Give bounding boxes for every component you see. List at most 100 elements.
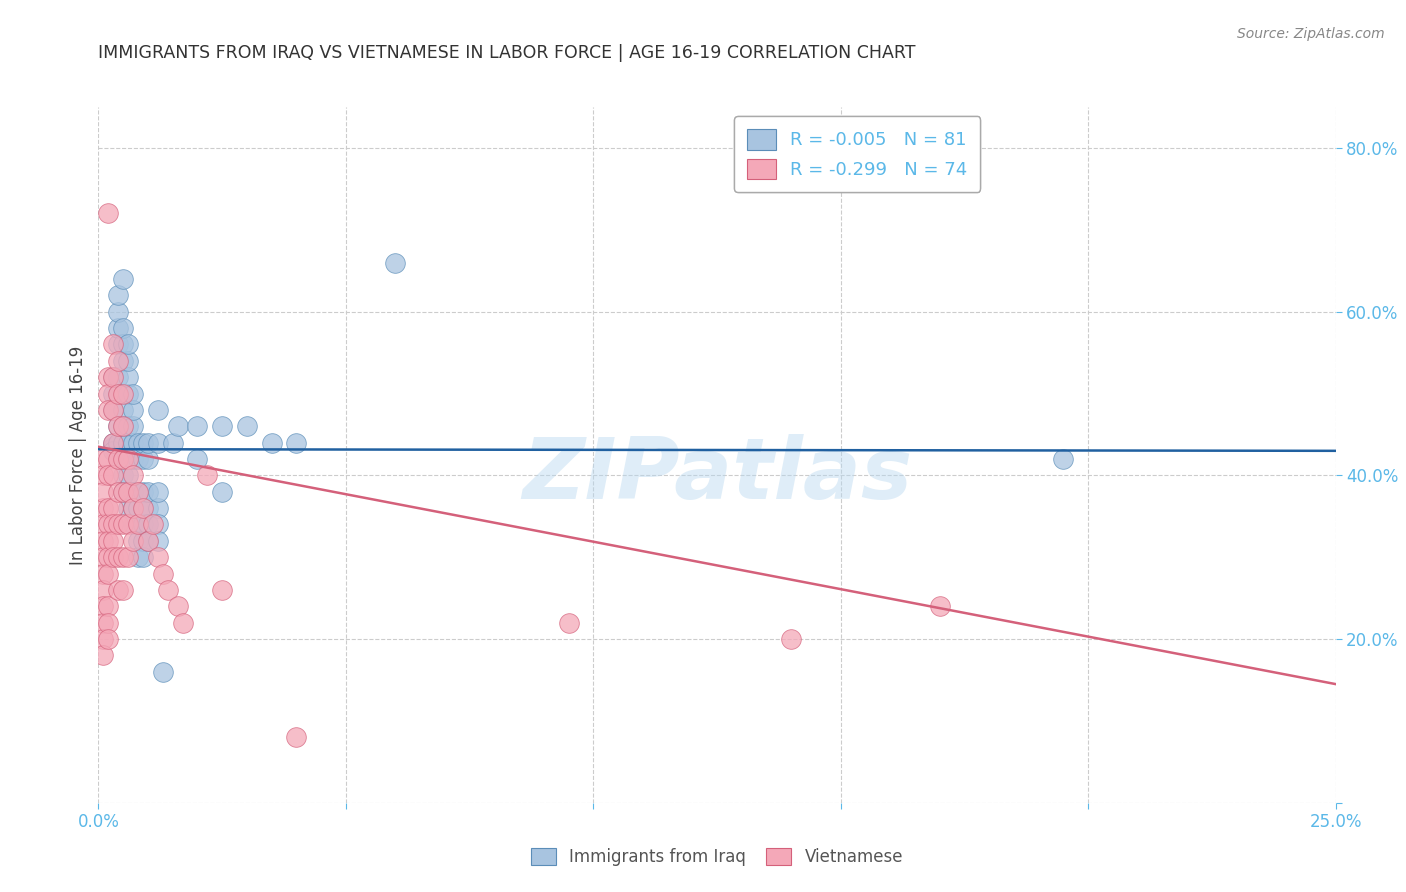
Point bbox=[107, 370, 129, 384]
Point bbox=[132, 533, 155, 548]
Point bbox=[112, 321, 135, 335]
Point bbox=[103, 440, 125, 454]
Text: Source: ZipAtlas.com: Source: ZipAtlas.com bbox=[1237, 27, 1385, 41]
Point bbox=[107, 386, 129, 401]
Point bbox=[557, 615, 579, 630]
Point bbox=[93, 533, 115, 548]
Point bbox=[136, 484, 159, 499]
Point bbox=[117, 452, 139, 467]
Point bbox=[112, 337, 135, 351]
Point bbox=[122, 517, 145, 532]
Point bbox=[93, 468, 115, 483]
Point bbox=[93, 501, 115, 516]
Point bbox=[97, 501, 120, 516]
Point bbox=[211, 582, 233, 597]
Y-axis label: In Labor Force | Age 16-19: In Labor Force | Age 16-19 bbox=[69, 345, 87, 565]
Point bbox=[132, 484, 155, 499]
Point bbox=[97, 615, 120, 630]
Point bbox=[384, 255, 406, 269]
Point bbox=[107, 517, 129, 532]
Point bbox=[136, 533, 159, 548]
Point bbox=[107, 550, 129, 565]
Point bbox=[93, 566, 115, 581]
Point bbox=[97, 403, 120, 417]
Point bbox=[136, 533, 159, 548]
Point bbox=[127, 533, 149, 548]
Point bbox=[146, 517, 169, 532]
Point bbox=[112, 403, 135, 417]
Point bbox=[97, 370, 120, 384]
Point bbox=[117, 419, 139, 434]
Point bbox=[107, 419, 129, 434]
Point bbox=[107, 321, 129, 335]
Point bbox=[97, 550, 120, 565]
Point bbox=[117, 435, 139, 450]
Point bbox=[112, 582, 135, 597]
Point bbox=[122, 403, 145, 417]
Point bbox=[136, 517, 159, 532]
Point bbox=[107, 419, 129, 434]
Point bbox=[107, 452, 129, 467]
Point bbox=[122, 435, 145, 450]
Point bbox=[132, 501, 155, 516]
Point bbox=[103, 435, 125, 450]
Text: IMMIGRANTS FROM IRAQ VS VIETNAMESE IN LABOR FORCE | AGE 16-19 CORRELATION CHART: IMMIGRANTS FROM IRAQ VS VIETNAMESE IN LA… bbox=[98, 45, 915, 62]
Point bbox=[103, 550, 125, 565]
Point bbox=[112, 386, 135, 401]
Point bbox=[236, 419, 259, 434]
Point bbox=[112, 452, 135, 467]
Point bbox=[136, 452, 159, 467]
Point bbox=[195, 468, 218, 483]
Point bbox=[146, 435, 169, 450]
Point bbox=[103, 403, 125, 417]
Point bbox=[132, 501, 155, 516]
Point bbox=[162, 435, 184, 450]
Point bbox=[97, 517, 120, 532]
Point bbox=[93, 484, 115, 499]
Point bbox=[93, 632, 115, 646]
Point bbox=[97, 386, 120, 401]
Point bbox=[93, 452, 115, 467]
Point bbox=[107, 304, 129, 318]
Point bbox=[127, 484, 149, 499]
Point bbox=[103, 337, 125, 351]
Point bbox=[112, 435, 135, 450]
Point bbox=[136, 501, 159, 516]
Point bbox=[97, 452, 120, 467]
Point bbox=[107, 452, 129, 467]
Point bbox=[107, 337, 129, 351]
Point bbox=[146, 403, 169, 417]
Point bbox=[107, 353, 129, 368]
Point bbox=[122, 501, 145, 516]
Point bbox=[122, 533, 145, 548]
Point bbox=[117, 452, 139, 467]
Point bbox=[112, 419, 135, 434]
Point bbox=[122, 419, 145, 434]
Point bbox=[103, 517, 125, 532]
Point bbox=[142, 517, 165, 532]
Point bbox=[132, 452, 155, 467]
Point bbox=[146, 550, 169, 565]
Point bbox=[117, 484, 139, 499]
Point bbox=[166, 419, 188, 434]
Point bbox=[285, 731, 308, 745]
Point bbox=[97, 206, 120, 220]
Point bbox=[928, 599, 950, 614]
Point bbox=[127, 484, 149, 499]
Legend: Immigrants from Iraq, Vietnamese: Immigrants from Iraq, Vietnamese bbox=[523, 840, 911, 875]
Point bbox=[117, 337, 139, 351]
Point bbox=[117, 501, 139, 516]
Point bbox=[117, 353, 139, 368]
Point bbox=[127, 517, 149, 532]
Point bbox=[117, 517, 139, 532]
Point bbox=[146, 533, 169, 548]
Point bbox=[136, 435, 159, 450]
Point bbox=[93, 582, 115, 597]
Point bbox=[103, 501, 125, 516]
Point bbox=[211, 484, 233, 499]
Point bbox=[117, 370, 139, 384]
Point bbox=[93, 648, 115, 663]
Point bbox=[112, 550, 135, 565]
Point bbox=[103, 435, 125, 450]
Point bbox=[112, 517, 135, 532]
